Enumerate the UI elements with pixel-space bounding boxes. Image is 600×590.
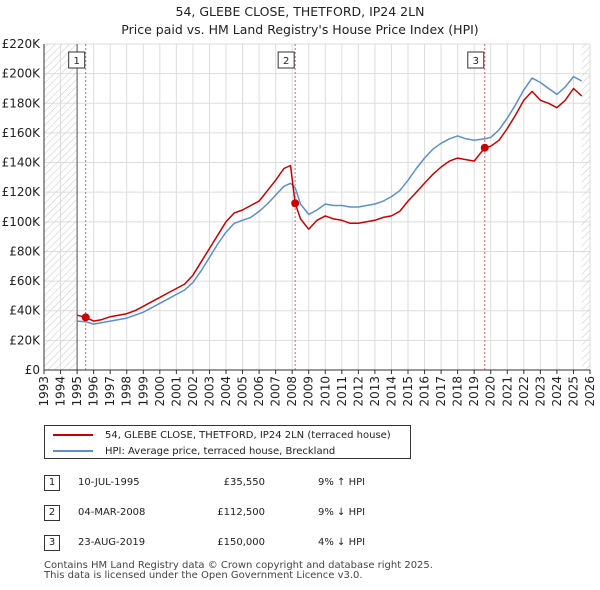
x-tick-label: 1997 (103, 376, 117, 407)
price-chart: 1 2 3 £0 £20K £40K £60K £80K £100K £120K £140K £160… (2, 37, 597, 407)
legend-swatch-hpi (53, 450, 93, 452)
y-tick-label: £60K (9, 274, 41, 288)
sale-marker-label: 3 (473, 56, 479, 67)
table-row: 3 23-AUG-2019 £150,000 4% ↓ HPI (0, 533, 600, 555)
legend: 54, GLEBE CLOSE, THETFORD, IP24 2LN (ter… (44, 425, 411, 459)
legend-item-property: 54, GLEBE CLOSE, THETFORD, IP24 2LN (ter… (53, 427, 391, 443)
legend-swatch-property (53, 434, 93, 436)
title-line-1: 54, GLEBE CLOSE, THETFORD, IP24 2LN (175, 4, 425, 19)
sale-price: £35,550 (223, 477, 265, 488)
legend-item-hpi: HPI: Average price, terraced house, Brec… (53, 443, 335, 459)
x-tick-label: 1993 (37, 376, 51, 407)
x-tick-label: 2013 (368, 376, 382, 407)
y-tick-label: £20K (9, 333, 41, 347)
x-tick-label: 2018 (451, 376, 465, 407)
sale-point (81, 313, 90, 322)
x-tick-label: 2019 (467, 376, 481, 407)
sale-marker-label: 2 (283, 56, 289, 67)
sale-marker-box (68, 51, 86, 69)
y-tick-label: £120K (2, 185, 42, 199)
sale-date: 04-MAR-2008 (78, 507, 146, 518)
x-tick-label: 2023 (533, 376, 547, 407)
y-tick-label: £140K (2, 156, 42, 170)
sale-hpi-change: 4% ↓ HPI (318, 537, 366, 548)
x-tick-label: 1999 (136, 376, 150, 407)
hatched-region (581, 44, 590, 370)
x-tick-label: 2025 (566, 376, 580, 407)
x-tick-label: 1994 (54, 376, 68, 407)
x-tick-label: 1995 (70, 376, 84, 407)
sale-hpi-change: 9% ↑ HPI (318, 477, 366, 488)
sale-marker-label: 1 (74, 56, 80, 67)
sale-point (480, 143, 489, 152)
x-tick-label: 2022 (517, 376, 531, 407)
sale-date: 10-JUL-1995 (78, 477, 140, 488)
legend-label-property: 54, GLEBE CLOSE, THETFORD, IP24 2LN (ter… (105, 429, 391, 441)
title-line-2: Price paid vs. HM Land Registry's House … (121, 22, 479, 37)
y-tick-label: £160K (2, 126, 42, 140)
x-tick-label: 2006 (252, 376, 266, 407)
footer-line-2: This data is licensed under the Open Gov… (44, 570, 363, 581)
y-tick-label: £200K (2, 67, 42, 81)
x-tick-label: 2021 (500, 376, 514, 407)
x-tick-label: 2000 (153, 376, 167, 407)
x-tick-label: 2004 (219, 376, 233, 407)
x-tick-label: 2011 (335, 376, 349, 407)
x-tick-label: 2024 (550, 376, 564, 407)
sale-price: £112,500 (217, 507, 265, 518)
x-tick-label: 2008 (285, 376, 299, 407)
chart-title: 54, GLEBE CLOSE, THETFORD, IP24 2LN Pric… (0, 3, 600, 39)
sale-number-badge: 1 (44, 475, 60, 491)
y-tick-label: £40K (9, 304, 41, 318)
footer-line-1: Contains HM Land Registry data © Crown c… (44, 560, 433, 571)
y-tick-label: £180K (2, 96, 42, 110)
sale-number-badge: 2 (44, 505, 60, 521)
hatched-region (44, 44, 78, 370)
x-tick-label: 2016 (418, 376, 432, 407)
x-tick-label: 2001 (169, 376, 183, 407)
x-tick-label: 2014 (384, 376, 398, 407)
sale-point (291, 199, 300, 208)
y-tick-label: £100K (2, 215, 42, 229)
sale-marker-box (277, 51, 295, 69)
sale-number-badge: 3 (44, 535, 60, 551)
sale-price: £150,000 (217, 537, 265, 548)
y-tick-label: £220K (2, 37, 42, 51)
table-row: 1 10-JUL-1995 £35,550 9% ↑ HPI (0, 473, 600, 495)
x-tick-label: 2015 (401, 376, 415, 407)
x-tick-label: 2003 (202, 376, 216, 407)
sale-marker-box (467, 51, 485, 69)
x-tick-label: 2010 (318, 376, 332, 407)
x-tick-label: 2026 (583, 376, 597, 407)
hpi-line (77, 75, 583, 325)
legend-label-hpi: HPI: Average price, terraced house, Brec… (105, 445, 336, 457)
footer: Contains HM Land Registry data © Crown c… (44, 561, 433, 581)
x-tick-label: 2005 (236, 376, 250, 407)
x-tick-label: 1998 (120, 376, 134, 407)
x-tick-label: 2009 (302, 376, 316, 407)
table-row: 2 04-MAR-2008 £112,500 9% ↓ HPI (0, 503, 600, 525)
property-price-line (76, 87, 583, 322)
y-tick-label: £80K (9, 244, 41, 258)
x-tick-label: 2020 (484, 376, 498, 407)
x-tick-label: 1996 (87, 376, 101, 407)
x-tick-label: 2002 (186, 376, 200, 407)
x-tick-label: 2017 (434, 376, 448, 407)
x-tick-label: 2007 (269, 376, 283, 407)
sale-hpi-change: 9% ↓ HPI (318, 507, 366, 518)
sale-date: 23-AUG-2019 (78, 537, 146, 548)
x-tick-label: 2012 (351, 376, 365, 407)
plot-area (44, 44, 590, 370)
y-tick-label: £0 (25, 363, 40, 377)
